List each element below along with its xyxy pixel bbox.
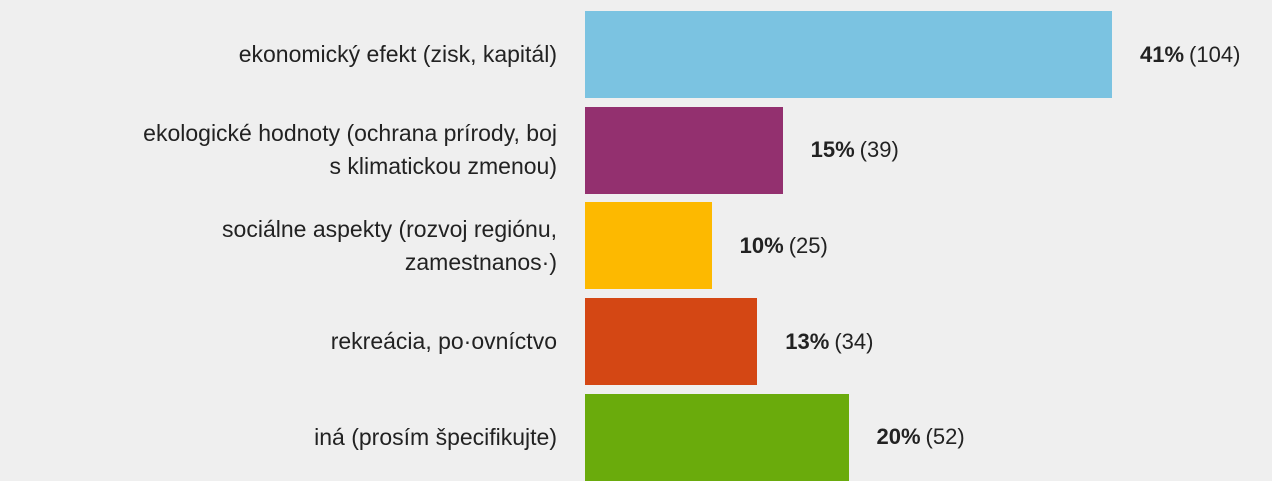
percent-label: 15% [810, 137, 855, 163]
bar [585, 106, 783, 194]
count-label: (104) [1189, 41, 1241, 67]
category-label: ekonomický efekt (zisk, kapitál) [238, 41, 557, 67]
count-label: (52) [925, 424, 965, 450]
percent-label: 20% [876, 424, 921, 450]
category-label: sociálne aspekty (rozvoj regiónu, zamest… [222, 215, 557, 275]
bar [585, 11, 1112, 98]
category-label: rekreácia, po·ovníctvo [330, 328, 557, 355]
category-label: iná (prosím špecifikujte) [314, 423, 557, 450]
value-label: 20% (52) [877, 394, 965, 481]
count-label: (25) [788, 232, 828, 258]
category-label: ekologické hodnoty (ochrana prírody, boj… [143, 120, 557, 180]
value-label: 10% (25) [740, 202, 828, 289]
bar [585, 393, 849, 481]
count-label: (39) [859, 137, 899, 163]
value-label: 41% (104) [1140, 11, 1240, 98]
bar [585, 202, 712, 290]
value-label: 13% (34) [785, 298, 873, 385]
bar [585, 298, 758, 386]
count-label: (34) [834, 328, 874, 354]
percent-label: 13% [785, 328, 830, 354]
percent-label: 41% [1140, 41, 1185, 67]
percent-label: 10% [739, 232, 784, 258]
value-label: 15% (39) [811, 107, 899, 194]
